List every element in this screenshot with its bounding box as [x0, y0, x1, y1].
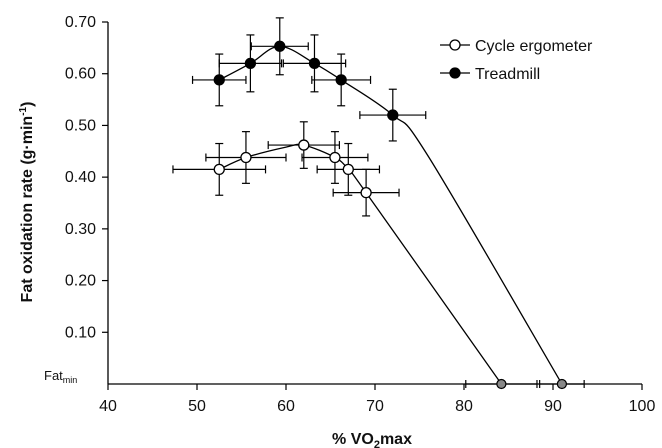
x-axis-title-part3: max	[380, 431, 412, 448]
y-tick-label: 0.30	[65, 221, 96, 238]
x-tick-label: 90	[544, 398, 562, 415]
data-point-treadmill	[274, 40, 286, 52]
data-point-cycle	[213, 163, 225, 176]
data-point-cycle	[329, 151, 341, 164]
axes: 0.10 0.20 0.30 0.40 0.50 0.60 0.70 40 50 60 70 80 9…	[65, 14, 656, 415]
x-tick-label: 50	[188, 398, 206, 415]
x-ticks: 40 50 60 70 80 90 100	[99, 384, 655, 415]
legend-marker-cycle	[449, 39, 461, 51]
y-axis-title-part5: )	[19, 102, 36, 107]
series-layer	[172, 17, 585, 390]
y-tick-label: 0.70	[65, 14, 96, 31]
legend: Cycle ergometer Treadmill	[440, 38, 593, 83]
endpoint-marker-cycle	[496, 378, 507, 390]
data-point-cycle	[360, 187, 372, 199]
y-axis-title-part1: Fat oxidation rate (g	[19, 150, 36, 303]
data-point-cycle	[240, 151, 252, 164]
y-axis-title: Fat oxidation rate (g·min-1)	[18, 102, 36, 303]
y-axis-title-dot: ·	[19, 144, 36, 149]
y-tick-label: 0.20	[65, 273, 96, 290]
y-tick-label: 0.60	[65, 66, 96, 83]
y-axis-title-sup: -1	[18, 106, 29, 115]
fat-min-sub: min	[63, 375, 78, 385]
x-axis-title-sub: 2	[374, 439, 380, 448]
y-tick-label: 0.10	[65, 324, 96, 341]
x-tick-label: 60	[277, 398, 295, 415]
y-tick-label: 0.50	[65, 117, 96, 134]
fat-min-main: Fat	[44, 368, 63, 383]
legend-item-cycle: Cycle ergometer	[440, 38, 593, 55]
data-point-cycle	[298, 139, 310, 151]
y-axis-title-part3: min	[19, 116, 36, 144]
endpoint-marker-treadmill	[556, 378, 568, 390]
x-tick-label: 40	[99, 398, 117, 415]
y-ticks: 0.10 0.20 0.30 0.40 0.50 0.60 0.70	[65, 14, 108, 341]
x-tick-label: 100	[629, 398, 656, 415]
data-point-treadmill	[213, 74, 225, 86]
legend-label-treadmill: Treadmill	[475, 66, 540, 83]
fat-min-label: Fatmin	[44, 368, 77, 385]
x-axis-title: % VO2max	[332, 431, 412, 448]
data-point-treadmill	[244, 57, 257, 70]
series-line-cycle	[219, 143, 502, 385]
series-line-treadmill	[218, 45, 563, 385]
data-point-treadmill	[308, 57, 321, 70]
data-point-treadmill	[387, 109, 399, 121]
x-axis-title-part1: % VO	[332, 431, 374, 448]
series-cycle	[172, 121, 538, 390]
legend-item-treadmill: Treadmill	[440, 66, 540, 83]
data-point-treadmill	[335, 74, 347, 86]
series-treadmill	[191, 17, 585, 390]
x-tick-label: 80	[455, 398, 473, 415]
legend-label-cycle: Cycle ergometer	[475, 38, 593, 55]
legend-marker-treadmill	[449, 67, 461, 79]
x-tick-label: 70	[366, 398, 384, 415]
y-tick-label: 0.40	[65, 169, 96, 186]
data-point-cycle	[342, 163, 354, 176]
